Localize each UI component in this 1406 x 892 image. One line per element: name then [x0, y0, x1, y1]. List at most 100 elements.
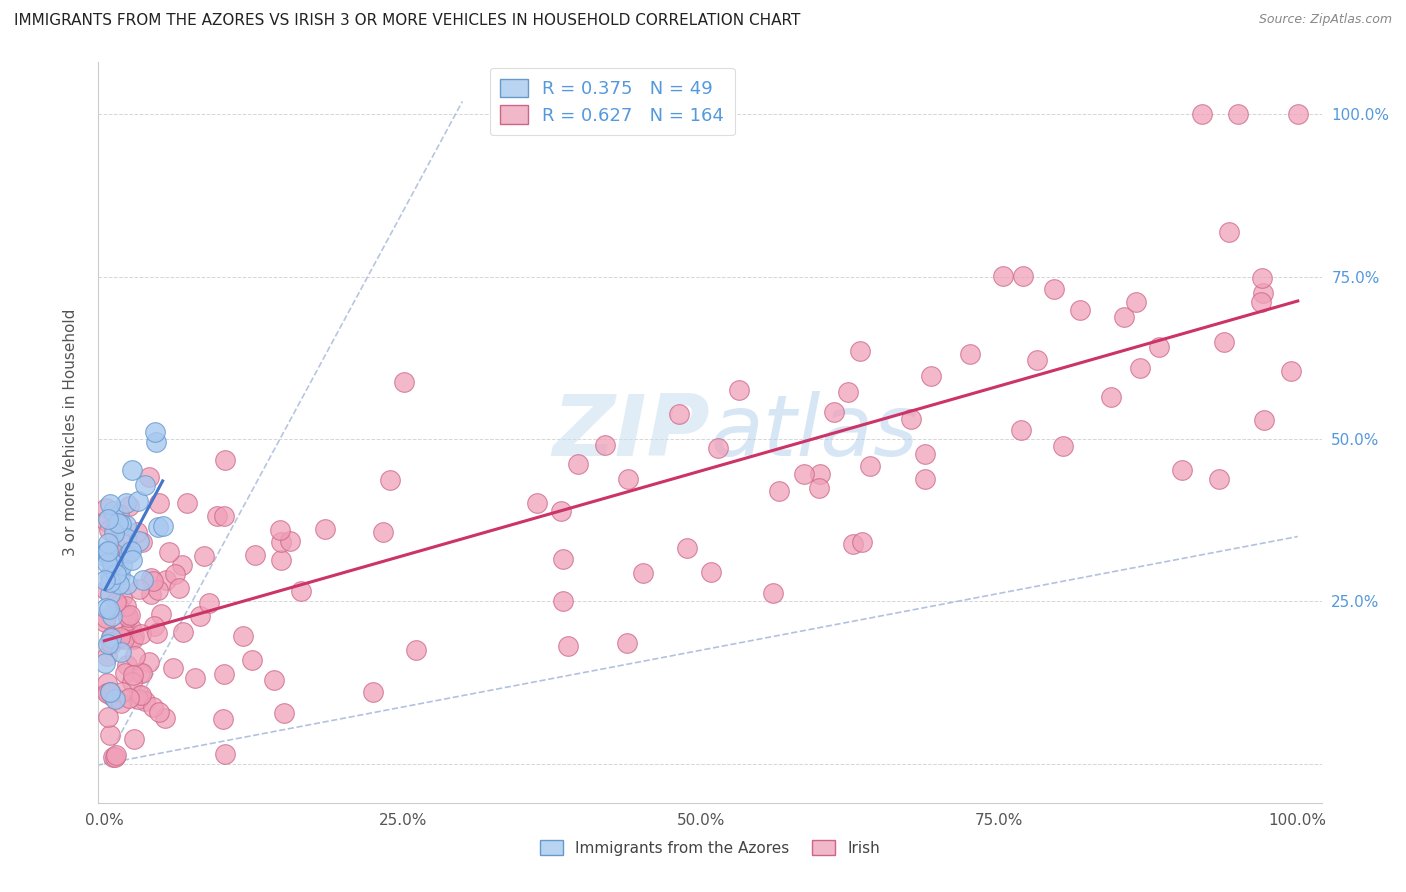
Point [101, 562, 124, 576]
Point [550, 504, 572, 518]
Point [96, 637, 118, 651]
Point [1227, 107, 1250, 121]
Point [150, 607, 173, 622]
Point [157, 545, 180, 559]
Point [103, 524, 125, 538]
Point [1149, 340, 1171, 354]
Point [278, 533, 301, 548]
Point [914, 472, 936, 486]
Point [214, 747, 236, 761]
Point [104, 750, 127, 764]
Point [676, 541, 699, 555]
Point [162, 661, 184, 675]
Point [114, 531, 136, 545]
Point [98, 575, 121, 590]
Point [193, 549, 215, 563]
Point [848, 343, 870, 358]
Point [131, 535, 153, 549]
Point [551, 552, 574, 566]
Point [270, 534, 292, 549]
Point [198, 596, 221, 610]
Point [98, 685, 121, 699]
Point [914, 447, 936, 461]
Point [101, 557, 124, 571]
Point [127, 692, 149, 706]
Point [101, 750, 124, 764]
Point [138, 655, 160, 669]
Point [214, 452, 236, 467]
Point [273, 706, 295, 721]
Point [121, 463, 143, 477]
Point [526, 496, 548, 510]
Point [127, 493, 149, 508]
Point [117, 546, 139, 560]
Point [793, 467, 815, 482]
Point [105, 564, 128, 578]
Point [232, 629, 254, 643]
Point [134, 694, 156, 708]
Point [128, 688, 150, 702]
Point [1010, 423, 1032, 437]
Point [97, 686, 120, 700]
Point [94, 545, 117, 559]
Point [111, 558, 134, 572]
Point [97, 544, 120, 558]
Point [96, 547, 118, 561]
Point [128, 582, 150, 596]
Point [103, 525, 125, 540]
Point [823, 405, 845, 419]
Point [94, 657, 117, 671]
Point [100, 690, 122, 704]
Point [101, 504, 124, 518]
Point [101, 609, 124, 624]
Point [394, 375, 416, 389]
Point [1253, 413, 1275, 427]
Point [120, 543, 142, 558]
Point [94, 600, 117, 615]
Point [111, 685, 134, 699]
Point [188, 609, 211, 624]
Point [269, 523, 291, 537]
Point [97, 536, 120, 550]
Point [96, 676, 118, 690]
Point [373, 524, 395, 539]
Point [94, 615, 117, 629]
Point [121, 675, 143, 690]
Point [808, 467, 831, 481]
Point [841, 537, 863, 551]
Point [361, 685, 384, 699]
Point [991, 269, 1014, 284]
Point [98, 635, 121, 649]
Point [139, 571, 162, 585]
Point [98, 569, 121, 583]
Point [94, 573, 117, 587]
Y-axis label: 3 or more Vehicles in Household: 3 or more Vehicles in Household [63, 309, 77, 557]
Point [134, 478, 156, 492]
Point [122, 732, 145, 747]
Point [851, 534, 873, 549]
Point [557, 639, 579, 653]
Point [115, 658, 138, 673]
Point [176, 496, 198, 510]
Point [104, 692, 127, 706]
Point [98, 601, 121, 615]
Point [1213, 334, 1236, 349]
Point [145, 626, 167, 640]
Point [1042, 282, 1064, 296]
Point [616, 636, 638, 650]
Point [148, 495, 170, 509]
Point [105, 595, 128, 609]
Point [139, 587, 162, 601]
Point [859, 459, 882, 474]
Point [143, 425, 166, 440]
Point [128, 533, 150, 548]
Point [107, 516, 129, 530]
Legend: Immigrants from the Azores, Irish: Immigrants from the Azores, Irish [534, 834, 886, 862]
Point [98, 728, 121, 742]
Point [1251, 271, 1274, 285]
Point [1026, 352, 1049, 367]
Point [807, 481, 830, 495]
Point [104, 538, 127, 552]
Point [111, 536, 134, 550]
Point [122, 629, 145, 643]
